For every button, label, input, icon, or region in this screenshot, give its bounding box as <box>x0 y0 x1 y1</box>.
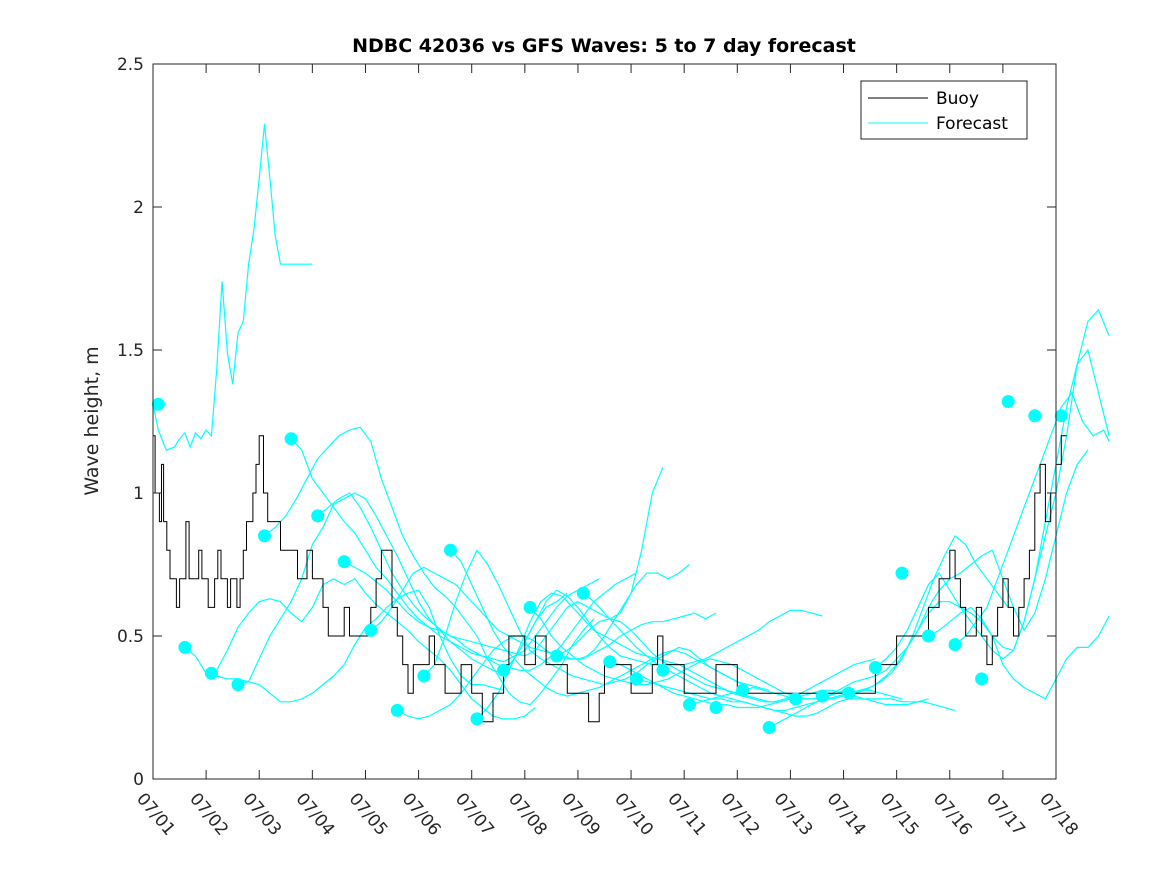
forecast-line-11 <box>423 549 743 686</box>
forecast-line-5 <box>264 426 595 706</box>
forecast-marker <box>258 529 271 543</box>
forecast-marker <box>523 600 537 614</box>
plot-area <box>151 63 1110 780</box>
forecast-marker <box>629 672 643 686</box>
forecast-marker <box>895 566 909 580</box>
forecast-marker <box>975 672 989 686</box>
forecast-marker <box>1028 409 1042 423</box>
forecast-marker <box>603 655 617 669</box>
legend-box <box>860 80 1028 140</box>
chart-title: NDBC 42036 vs GFS Waves: 5 to 7 day fore… <box>352 35 856 57</box>
forecast-marker <box>736 683 750 697</box>
y-axis: 0 0.5 1 1.5 2 2.5 <box>117 55 1056 790</box>
plot-border <box>152 63 1057 780</box>
y-tick-label: 1.5 <box>117 341 144 361</box>
forecast-marker <box>842 686 856 700</box>
forecast-marker <box>311 509 325 523</box>
forecast-marker <box>948 638 962 652</box>
y-axis-label: Wave height, m <box>81 346 103 495</box>
forecast-marker <box>417 669 431 683</box>
buoy-line <box>153 435 1067 723</box>
forecast-marker <box>390 703 404 717</box>
forecast-marker <box>178 640 192 654</box>
y-tick-label: 2 <box>133 198 144 218</box>
forecast-marker <box>868 661 882 674</box>
forecast-marker <box>762 721 776 734</box>
y-tick-label: 2.5 <box>117 55 144 75</box>
y-tick-label: 0 <box>133 770 144 790</box>
forecast-marker <box>922 629 935 643</box>
forecast-marker <box>364 623 378 637</box>
forecast-marker <box>576 586 590 600</box>
forecast-line-7 <box>317 492 637 671</box>
legend: Buoy Forecast <box>860 80 1028 140</box>
forecast-marker <box>550 649 564 663</box>
forecast-line-3 <box>205 578 536 720</box>
forecast-marker <box>444 543 457 557</box>
forecast-line-6 <box>290 438 600 663</box>
forecast-marker <box>497 663 511 677</box>
forecast-marker <box>815 689 829 703</box>
forecast-line-9 <box>370 564 690 660</box>
forecast-markers <box>151 395 1068 734</box>
forecast-marker <box>204 666 218 680</box>
legend-forecast-label: Forecast <box>936 114 1008 134</box>
legend-buoy-label: Buoy <box>936 89 979 109</box>
forecast-marker <box>231 678 245 692</box>
forecast-line-18 <box>609 661 929 709</box>
forecast-marker <box>709 701 723 714</box>
forecast-marker <box>1001 395 1015 408</box>
forecast-marker <box>1054 409 1068 423</box>
forecast-marker <box>284 432 298 446</box>
y-tick-label: 1 <box>133 484 144 504</box>
forecast-marker <box>683 698 696 712</box>
forecast-marker <box>151 397 165 411</box>
forecast-marker <box>789 692 803 706</box>
y-tick-label: 0.5 <box>117 627 144 647</box>
forecast-marker <box>337 555 351 569</box>
buoy-line-group <box>153 435 1067 723</box>
forecast-line-24 <box>928 606 1110 700</box>
forecast-line-1 <box>152 124 313 451</box>
forecast-marker <box>656 663 670 677</box>
forecast-marker <box>470 712 484 726</box>
